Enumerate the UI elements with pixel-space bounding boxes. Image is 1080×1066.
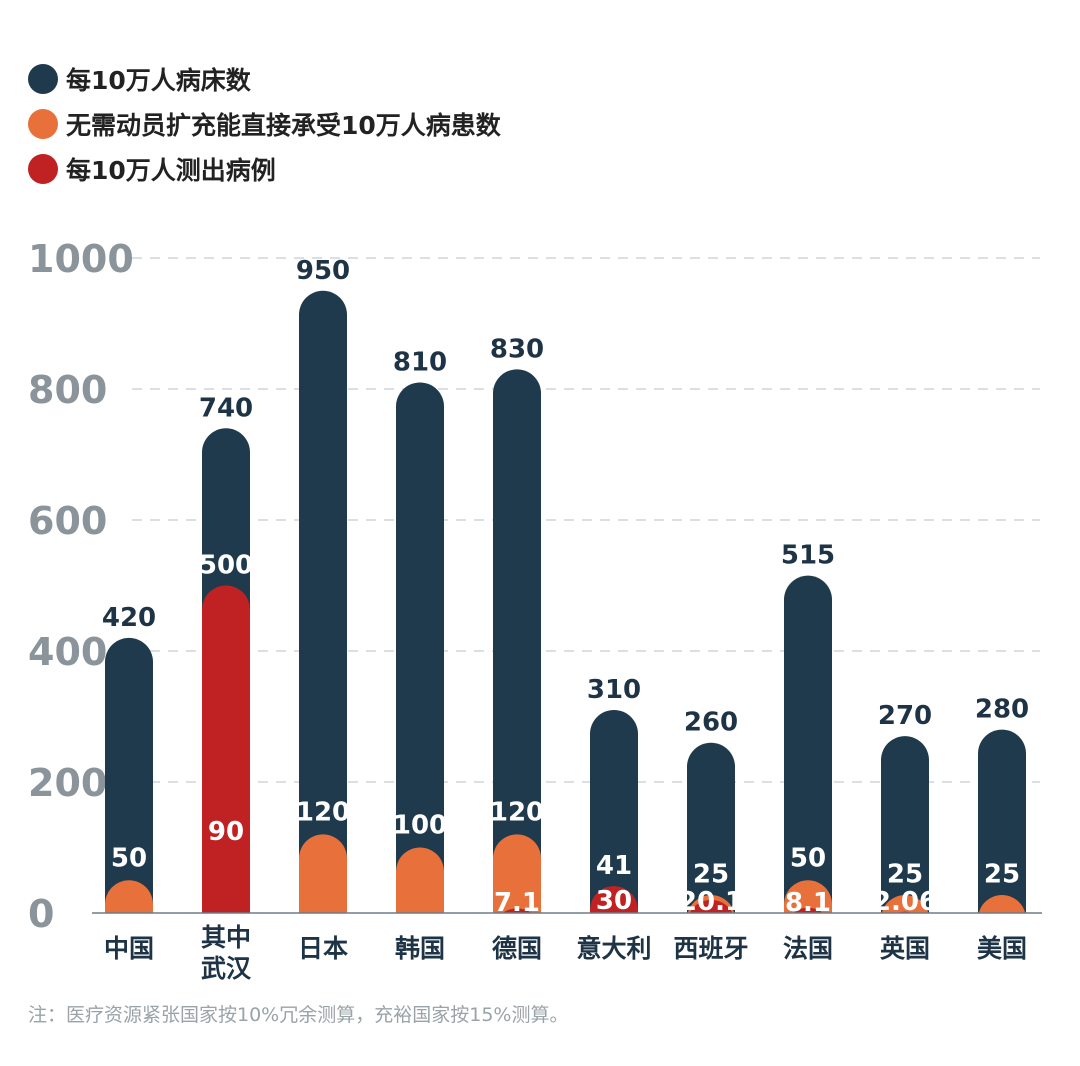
y-tick-1000: 1000 xyxy=(28,237,134,281)
category-label-7: 法国 xyxy=(783,934,833,963)
legend-label-beds: 每10万人病床数 xyxy=(66,65,251,95)
value-label-beds-5: 310 xyxy=(587,675,641,705)
y-tick-200: 200 xyxy=(28,761,107,805)
bar-cases-5 xyxy=(590,886,638,913)
legend-dot-beds xyxy=(28,63,58,94)
value-label-beds-9: 280 xyxy=(975,695,1029,725)
value-label-beds-3: 810 xyxy=(393,347,447,377)
bar-capacity-4 xyxy=(493,834,541,913)
bar-capacity-8 xyxy=(881,895,929,913)
bar-capacity-0 xyxy=(105,880,153,913)
bar-capacity-3 xyxy=(396,847,444,913)
bar-capacity-7 xyxy=(784,880,832,913)
legend-item-beds: 每10万人病床数 xyxy=(28,56,501,101)
value-label-beds-2: 950 xyxy=(296,256,350,286)
bar-cases-7 xyxy=(784,907,832,913)
category-label-0: 中国 xyxy=(104,934,154,963)
category-label-2: 日本 xyxy=(298,934,348,963)
bar-beds-9 xyxy=(978,729,1026,913)
y-tick-0: 0 xyxy=(28,892,54,936)
bar-capacity-9 xyxy=(978,895,1026,913)
bar-beds-2 xyxy=(299,290,347,913)
bars: 420 740 950 810 830 310 260 515 270 280 50 90 120 100… xyxy=(102,256,1029,918)
value-label-beds-7: 515 xyxy=(781,541,835,571)
category-label-4: 德国 xyxy=(492,934,542,963)
value-label-beds-8: 270 xyxy=(878,701,932,731)
category-label-9: 美国 xyxy=(977,934,1027,963)
value-label-cases-5: 41 xyxy=(596,851,632,881)
value-label-cases-6: 20.1 xyxy=(679,887,743,917)
value-label-capacity-7: 50 xyxy=(790,843,826,873)
y-tick-800: 800 xyxy=(28,368,107,412)
value-label-beds-6: 260 xyxy=(684,708,738,738)
legend-label-capacity: 无需动员扩充能直接承受10万人病患数 xyxy=(66,110,501,140)
value-label-capacity-6: 25 xyxy=(693,860,729,890)
y-tick-400: 400 xyxy=(28,630,107,674)
bar-cases-1 xyxy=(202,585,250,913)
value-label-capacity-9: 25 xyxy=(984,860,1020,890)
y-tick-600: 600 xyxy=(28,499,107,543)
bar-beds-4 xyxy=(493,369,541,913)
value-label-beds-4: 830 xyxy=(490,334,544,364)
value-label-beds-0: 420 xyxy=(102,603,156,633)
bar-beds-3 xyxy=(396,382,444,913)
bar-beds-7 xyxy=(784,575,832,913)
legend: 每10万人病床数 无需动员扩充能直接承受10万人病患数 每10万人测出病例 xyxy=(28,56,501,191)
category-label-6: 西班牙 xyxy=(673,934,748,963)
bar-beds-8 xyxy=(881,736,929,913)
value-label-beds-1: 740 xyxy=(199,393,253,423)
category-label-5: 意大利 xyxy=(576,934,651,963)
y-axis: 0 200 400 600 800 1000 xyxy=(28,237,134,936)
value-label-capacity-5: 30 xyxy=(596,886,632,916)
legend-item-capacity: 无需动员扩充能直接承受10万人病患数 xyxy=(28,101,501,146)
bar-cases-6 xyxy=(687,899,735,913)
bar-beds-6 xyxy=(687,742,735,913)
value-label-capacity-1: 90 xyxy=(208,817,244,847)
bar-capacity-2 xyxy=(299,834,347,913)
legend-label-cases: 每10万人测出病例 xyxy=(66,155,276,185)
legend-item-cases: 每10万人测出病例 xyxy=(28,146,501,191)
footnote: 注：医疗资源紧张国家按10%冗余测算，充裕国家按15%测算。 xyxy=(28,1004,569,1026)
bar-cases-4 xyxy=(493,908,541,913)
value-label-cases-1: 500 xyxy=(199,551,253,581)
legend-dot-capacity xyxy=(28,108,58,139)
value-label-capacity-4: 120 xyxy=(490,797,544,827)
x-axis: 中国 其中武汉 日本 韩国 德国 意大利 西班牙 法国 英国 美国 xyxy=(92,912,1042,983)
value-label-capacity-8: 25 xyxy=(887,860,923,890)
value-label-capacity-3: 100 xyxy=(393,811,447,841)
value-label-cases-8: 2.06 xyxy=(873,887,937,917)
bar-beds-5 xyxy=(590,709,638,913)
category-label-8: 英国 xyxy=(880,934,930,963)
value-label-capacity-0: 50 xyxy=(111,843,147,873)
value-label-capacity-2: 120 xyxy=(296,797,350,827)
category-label-3: 韩国 xyxy=(395,934,445,963)
legend-dot-cases xyxy=(28,153,58,184)
category-label-1: 其中武汉 xyxy=(201,923,252,983)
bar-beds-0 xyxy=(105,637,153,913)
